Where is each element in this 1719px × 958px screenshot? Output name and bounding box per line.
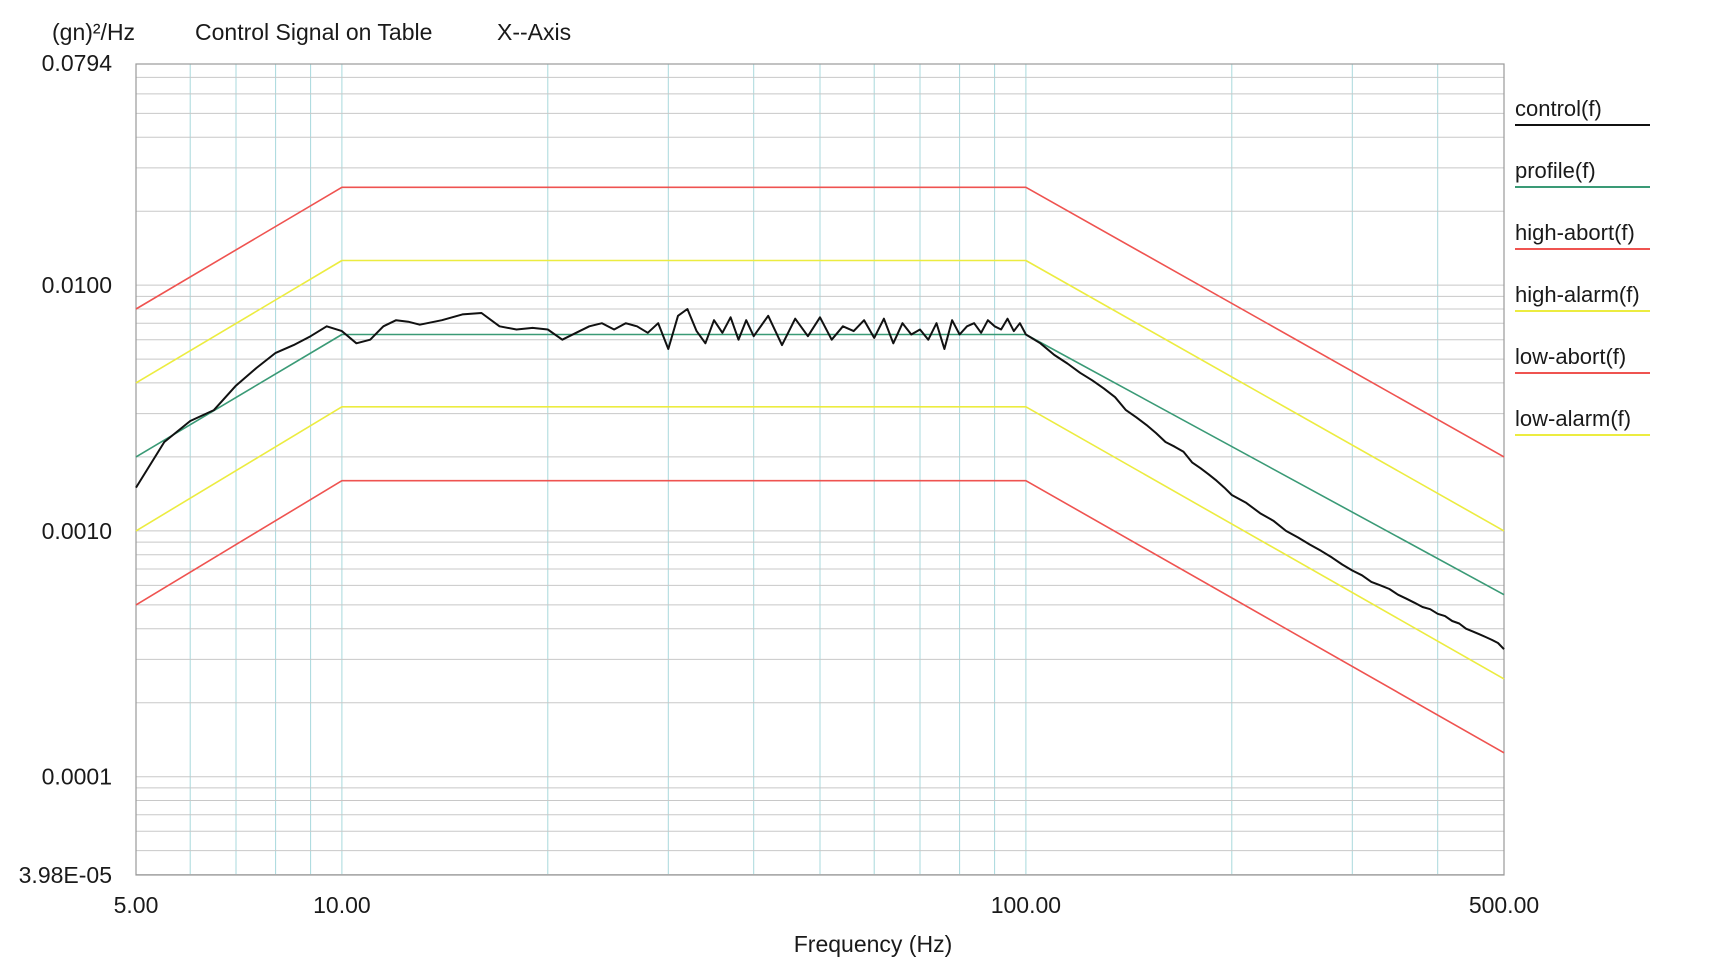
legend-item: profile(f) [1515, 158, 1650, 188]
series-line-profilef [135, 333, 1505, 596]
chart-title: Control Signal on Table [195, 19, 432, 45]
x-tick-label: 100.00 [991, 892, 1061, 918]
y-tick-label: 3.98E-05 [19, 862, 112, 888]
legend-item: control(f) [1515, 96, 1650, 126]
series-line-high-alarmf [135, 259, 1505, 532]
axis-name-label: X--Axis [497, 19, 571, 45]
legend-label: control(f) [1515, 96, 1602, 121]
y-tick-label: 0.0794 [42, 50, 113, 76]
x-tick-label: 500.00 [1469, 892, 1539, 918]
series-line-low-abortf [135, 479, 1505, 754]
legend-item: low-abort(f) [1515, 344, 1650, 374]
tick-labels: 5.00 10.00 100.00 500.00 0.0794 0.0100 0.0010 0… [19, 50, 1540, 918]
legend-label: low-abort(f) [1515, 344, 1626, 369]
legend-label: profile(f) [1515, 158, 1596, 183]
x-tick-label: 10.00 [313, 892, 371, 918]
legend-item: low-alarm(f) [1515, 406, 1650, 436]
y-tick-label: 0.0001 [42, 764, 112, 790]
y-axis-unit-label: (gn)²/Hz [52, 19, 135, 45]
legend-label: high-alarm(f) [1515, 282, 1640, 307]
y-tick-label: 0.0100 [42, 272, 112, 298]
series-line-high-abortf [135, 186, 1505, 458]
x-tick-label: 5.00 [114, 892, 159, 918]
legend-label: high-abort(f) [1515, 220, 1635, 245]
x-axis-label: Frequency (Hz) [794, 931, 952, 957]
legend-item: high-alarm(f) [1515, 282, 1650, 312]
y-tick-label: 0.0010 [42, 518, 112, 544]
series-line-low-alarmf [135, 405, 1505, 680]
legend: control(f) profile(f) high-abort(f) high-al… [1515, 96, 1650, 436]
legend-label: low-alarm(f) [1515, 406, 1631, 431]
series-line-controlf [135, 308, 1505, 650]
plot-area-frame [135, 63, 1505, 876]
legend-item: high-abort(f) [1515, 220, 1650, 250]
series-lines [135, 186, 1505, 754]
grid-lines [136, 64, 1504, 875]
